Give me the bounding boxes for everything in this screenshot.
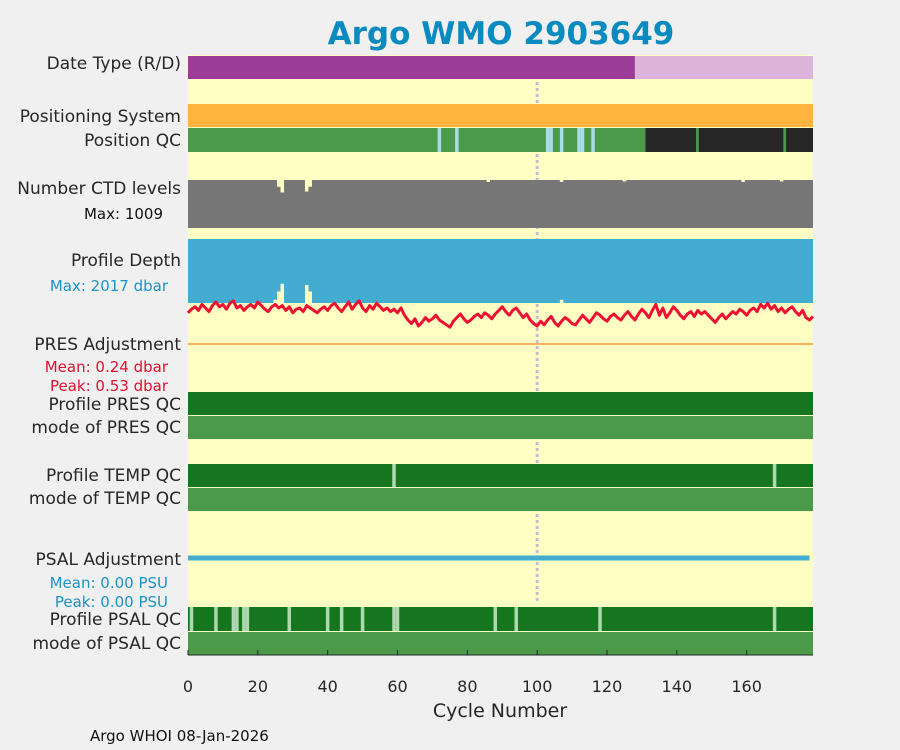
ctd-dip-5 xyxy=(559,180,564,182)
position-qc-green-0 xyxy=(696,128,699,152)
bar-profile-psal-qc-light-7 xyxy=(325,607,330,631)
label-profile-depth: Profile Depth xyxy=(71,251,181,271)
ctd-dip-2 xyxy=(304,180,309,192)
x-tick-label-120: 120 xyxy=(592,677,623,696)
x-tick-label-60: 60 xyxy=(387,677,407,696)
bar-ctd-levels xyxy=(188,180,813,228)
bar-profile-psal-qc-light-3 xyxy=(235,607,239,631)
label-mode-psal-qc: mode of PSAL QC xyxy=(32,634,181,654)
x-tick-label-20: 20 xyxy=(248,677,268,696)
bar-mode-temp-qc xyxy=(188,488,813,511)
bar-profile-psal-qc-light-0 xyxy=(189,607,194,631)
x-tick-label-0: 0 xyxy=(183,677,193,696)
label-ctd-levels: Number CTD levels xyxy=(17,179,181,199)
ctd-dip-4 xyxy=(486,180,491,182)
ctd-dip-7 xyxy=(741,180,745,182)
label-profile-psal-qc: Profile PSAL QC xyxy=(50,610,181,630)
bar-date-delayed xyxy=(634,56,813,79)
bar-mode-pres-qc xyxy=(188,416,813,439)
bar-profile-psal-qc-light-6 xyxy=(287,607,292,631)
depth-dip-5 xyxy=(559,299,564,303)
label-profile-pres-qc: Profile PRES QC xyxy=(48,395,181,415)
label-pres-adjustment: PRES Adjustment xyxy=(34,335,181,355)
footer-text: Argo WHOI 08-Jan-2026 xyxy=(90,727,269,745)
x-tick-label-140: 140 xyxy=(662,677,693,696)
x-tick-label-40: 40 xyxy=(317,677,337,696)
bar-profile-temp-qc xyxy=(188,464,813,487)
pres-adjustment-line xyxy=(186,299,815,329)
x-axis: 0 20 40 60 80 100 120 140 160 xyxy=(183,650,813,696)
label-mode-temp-qc: mode of TEMP QC xyxy=(29,489,181,509)
position-qc-cyan-6 xyxy=(580,128,585,152)
label-date-type: Date Type (R/D) xyxy=(47,54,181,74)
bar-layer xyxy=(188,56,813,655)
bar-profile-psal-qc-light-14 xyxy=(598,607,602,631)
bar-profile-psal-qc-light-4 xyxy=(242,607,246,631)
bar-profile-psal-qc-light-15 xyxy=(772,607,777,631)
bar-date-realtime xyxy=(188,56,635,79)
position-qc-cyan-0 xyxy=(437,128,442,152)
bar-profile-psal-qc-light-11 xyxy=(395,607,400,631)
plot-area xyxy=(188,55,813,655)
x-tick-label-160: 160 xyxy=(731,677,762,696)
depth-max-label: Max: 2017 dbar xyxy=(50,277,169,295)
position-qc-cyan-5 xyxy=(577,128,581,152)
bar-profile-psal-qc-light-5 xyxy=(245,607,250,631)
x-tick-label-80: 80 xyxy=(457,677,477,696)
bar-profile-psal-qc-light-1 xyxy=(214,607,218,631)
label-positioning-system: Positioning System xyxy=(20,107,181,127)
depth-dip-2 xyxy=(280,283,285,303)
label-psal-adjustment: PSAL Adjustment xyxy=(36,550,182,570)
bar-profile-pres-qc xyxy=(188,392,813,415)
bar-position-qc-bad xyxy=(645,128,813,152)
position-qc-cyan-3 xyxy=(549,128,553,152)
label-position-qc: Position QC xyxy=(84,131,181,151)
bar-profile-psal-qc-light-12 xyxy=(493,607,498,631)
bar-profile-psal-qc-light-9 xyxy=(360,607,365,631)
psal-mean-label: Mean: 0.00 PSU xyxy=(50,574,168,592)
x-axis-label: Cycle Number xyxy=(433,700,567,722)
bar-profile-temp-qc-light-0 xyxy=(392,464,396,487)
depth-dip-3 xyxy=(304,285,309,303)
bar-profile-depth xyxy=(188,239,813,303)
position-qc-cyan-1 xyxy=(455,128,459,152)
bar-profile-psal-qc-light-2 xyxy=(231,607,236,631)
ctd-dip-1 xyxy=(280,180,285,193)
bar-profile-psal-qc-light-8 xyxy=(339,607,344,631)
ctd-dip-6 xyxy=(622,180,627,182)
position-qc-green-1 xyxy=(783,128,787,152)
chart-title: Argo WMO 2903649 xyxy=(328,16,675,52)
bar-profile-psal-qc-light-10 xyxy=(392,607,396,631)
bar-position-qc-good xyxy=(188,128,646,152)
depth-dip-1 xyxy=(277,291,281,303)
depth-dip-0 xyxy=(273,299,278,303)
label-profile-temp-qc: Profile TEMP QC xyxy=(46,466,181,486)
bar-positioning-system xyxy=(188,104,813,127)
ctd-dip-3 xyxy=(308,180,312,187)
position-qc-cyan-4 xyxy=(559,128,564,152)
ctd-dip-0 xyxy=(277,180,281,187)
bar-profile-temp-qc-light-1 xyxy=(772,464,777,487)
pres-mean-label: Mean: 0.24 dbar xyxy=(45,358,169,376)
ctd-dip-8 xyxy=(779,180,784,182)
ctd-max-label: Max: 1009 xyxy=(84,205,163,223)
pres-peak-label: Peak: 0.53 dbar xyxy=(50,377,169,395)
x-tick-label-100: 100 xyxy=(522,677,553,696)
depth-dip-4 xyxy=(308,291,312,303)
row-labels: Date Type (R/D) Positioning System Posit… xyxy=(17,54,181,654)
line-layer xyxy=(186,299,815,561)
bar-profile-psal-qc xyxy=(188,607,813,631)
psal-peak-label: Peak: 0.00 PSU xyxy=(55,593,168,611)
bar-mode-psal-qc xyxy=(188,632,813,655)
position-qc-cyan-7 xyxy=(591,128,595,152)
bar-profile-psal-qc-light-13 xyxy=(514,607,518,631)
position-qc-cyan-2 xyxy=(545,128,550,152)
label-mode-pres-qc: mode of PRES QC xyxy=(31,418,181,438)
